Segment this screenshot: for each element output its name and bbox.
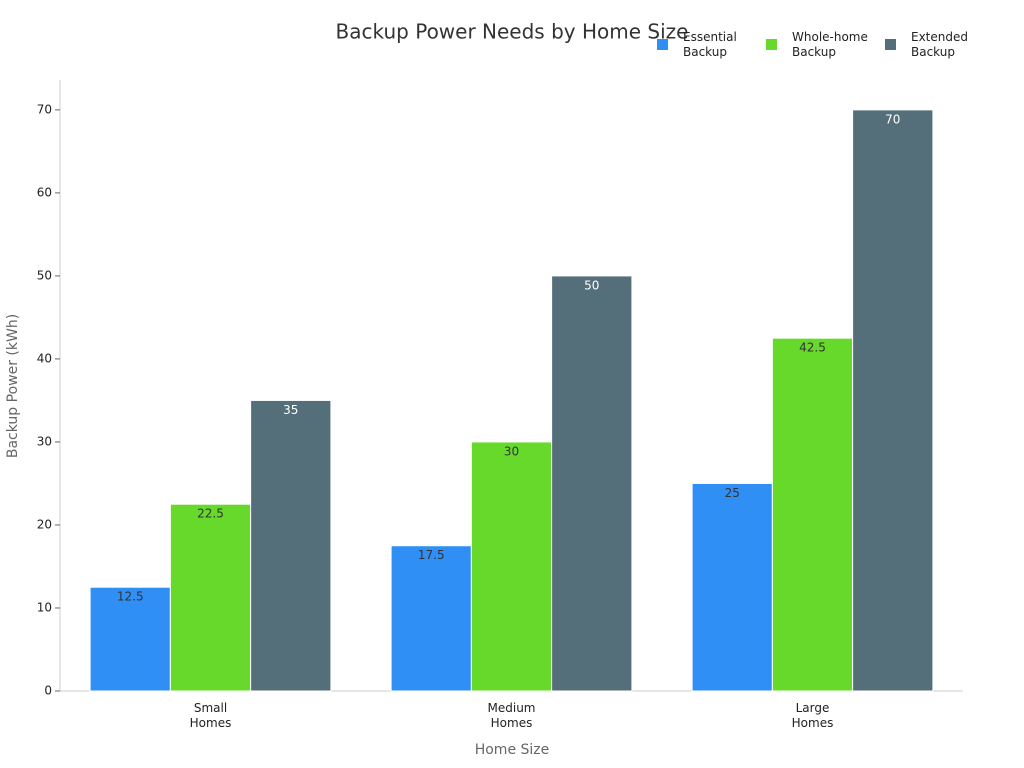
x-axis-label: Home Size bbox=[475, 742, 550, 758]
value-label: 17.5 bbox=[418, 548, 445, 562]
value-label: 42.5 bbox=[799, 341, 826, 355]
y-tick-label: 50 bbox=[37, 268, 52, 282]
x-tick-label: Small Homes bbox=[189, 701, 232, 730]
value-label: 12.5 bbox=[117, 590, 144, 604]
bar bbox=[771, 337, 854, 692]
legend-swatch bbox=[657, 39, 668, 50]
y-tick-label: 70 bbox=[37, 102, 52, 116]
value-label: 30 bbox=[504, 444, 519, 458]
y-axis-label: Backup Power (kWh) bbox=[5, 314, 21, 458]
y-tick-label: 0 bbox=[44, 684, 52, 698]
y-tick-label: 10 bbox=[37, 600, 52, 614]
bar bbox=[691, 482, 773, 692]
bar bbox=[551, 275, 633, 692]
bar bbox=[250, 399, 332, 692]
chart-title: Backup Power Needs by Home Size bbox=[336, 20, 689, 44]
legend-swatch bbox=[885, 39, 896, 50]
y-tick-label: 20 bbox=[37, 517, 52, 531]
y-tick-label: 30 bbox=[37, 434, 52, 448]
value-label: 35 bbox=[283, 403, 298, 417]
bar bbox=[169, 503, 252, 692]
legend-label: Essential Backup bbox=[683, 30, 737, 59]
value-label: 50 bbox=[584, 278, 599, 292]
bar bbox=[390, 545, 472, 692]
y-tick-label: 40 bbox=[37, 351, 52, 365]
value-label: 70 bbox=[885, 112, 900, 126]
x-tick-label: Medium Homes bbox=[487, 701, 536, 730]
x-tick-label: Large Homes bbox=[791, 701, 834, 730]
legend-swatch bbox=[766, 39, 777, 50]
value-label: 22.5 bbox=[197, 507, 224, 521]
legend-label: Extended Backup bbox=[911, 30, 968, 59]
legend-label: Whole-home Backup bbox=[792, 30, 868, 59]
bar bbox=[852, 109, 934, 692]
value-label: 25 bbox=[725, 486, 740, 500]
y-tick-label: 60 bbox=[37, 185, 52, 199]
bar bbox=[470, 441, 553, 692]
